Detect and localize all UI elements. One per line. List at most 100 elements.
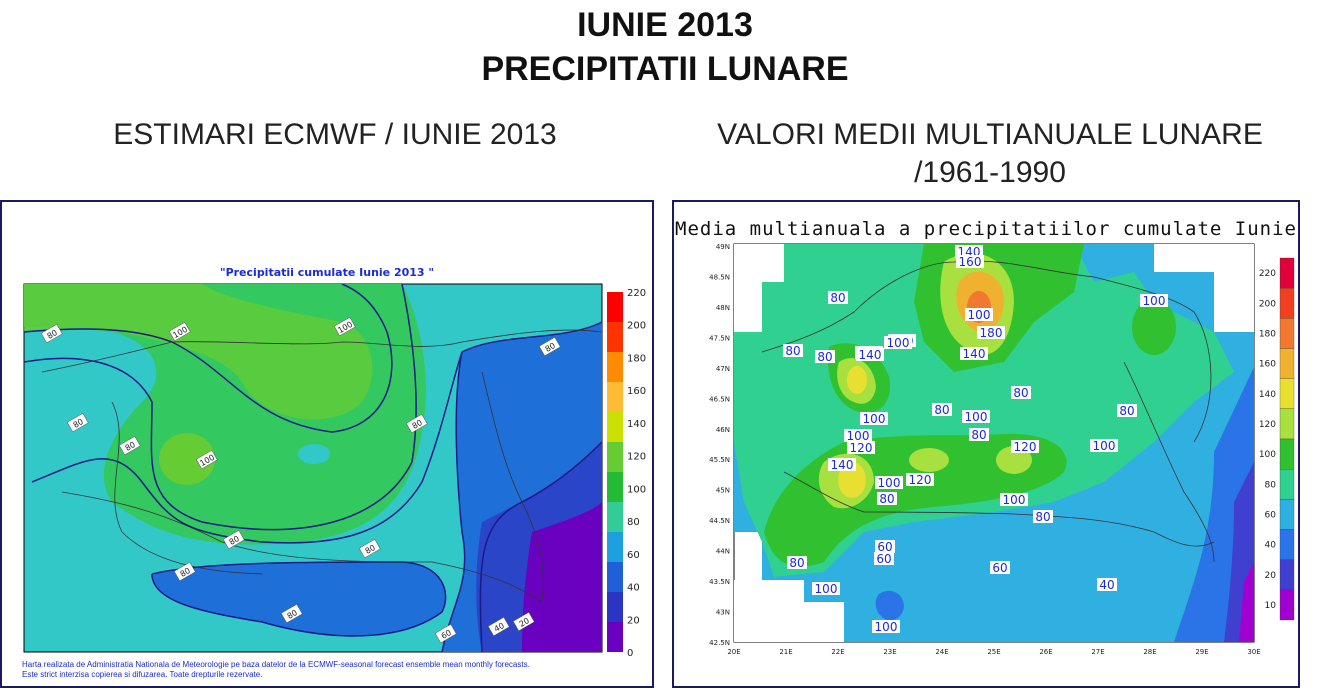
right-contour-label: 120	[1011, 440, 1039, 454]
left-legend-label: 200	[627, 321, 646, 332]
svg-text:40: 40	[493, 621, 506, 634]
left-legend-swatch	[607, 412, 623, 442]
right-peak-w	[847, 366, 867, 394]
left-lightgreen-area	[24, 284, 373, 420]
right-contour-label: 80	[783, 344, 803, 358]
svg-text:60: 60	[877, 540, 892, 554]
left-blue-band	[152, 562, 446, 636]
right-legend-label: 120	[1259, 420, 1276, 430]
main-title-line1: IUNIE 2013	[577, 6, 753, 44]
left-contour-label: 80	[222, 529, 245, 550]
svg-text:100: 100	[847, 429, 870, 443]
left-legend-label: 60	[627, 550, 640, 561]
left-legend-swatch	[607, 592, 623, 622]
left-legend-swatch	[607, 562, 623, 592]
right-legend-swatch	[1279, 348, 1295, 379]
right-lat-label: 42.5N	[709, 639, 730, 647]
left-purple-area	[522, 502, 602, 652]
svg-text:100: 100	[968, 308, 991, 322]
left-footer-line2: Este strict interzisa copierea si difuza…	[22, 670, 263, 679]
right-contour-label: 100	[844, 429, 872, 443]
right-lat-label: 48.5N	[709, 273, 730, 281]
right-lon-label: 28E	[1143, 648, 1156, 656]
left-legend-swatch	[607, 322, 623, 352]
right-yg-c	[909, 448, 949, 472]
left-contour-label: 80	[66, 412, 89, 433]
svg-text:40: 40	[1099, 578, 1114, 592]
left-legend-swatch	[607, 382, 623, 412]
svg-text:160: 160	[959, 255, 982, 269]
right-contour-label: 60	[874, 552, 894, 566]
left-contour-label: 80	[118, 435, 141, 456]
right-map-panel: Media multianuala a precipitatiilor cumu…	[672, 200, 1300, 688]
right-contour-label: 140	[960, 347, 988, 361]
left-legend-label: 0	[627, 648, 633, 659]
svg-text:80: 80	[830, 291, 845, 305]
right-legend-label: 180	[1259, 329, 1276, 339]
right-contour-label: 100	[1000, 493, 1028, 507]
right-contour-label: 80	[969, 428, 989, 442]
left-legend-label: 180	[627, 353, 646, 364]
left-subtitle: ESTIMARI ECMWF / IUNIE 2013	[113, 118, 557, 151]
right-lon-label: 27E	[1091, 648, 1104, 656]
right-lon-label: 21E	[779, 648, 792, 656]
left-contour-label: 20	[512, 611, 535, 632]
left-green-blob	[159, 433, 215, 485]
svg-text:80: 80	[364, 543, 377, 556]
svg-text:80: 80	[785, 344, 800, 358]
svg-text:20: 20	[518, 616, 531, 629]
left-legend-label: 80	[627, 517, 640, 528]
svg-text:60: 60	[876, 552, 891, 566]
right-lat-label: 44N	[716, 548, 730, 556]
left-legend-swatch	[607, 352, 623, 382]
left-legend-label: 220	[627, 288, 646, 299]
svg-text:100: 100	[863, 412, 886, 426]
svg-text:100: 100	[887, 336, 910, 350]
right-lat-label: 45N	[716, 487, 730, 495]
right-legend-swatch	[1279, 499, 1295, 530]
right-contour-label: 80	[1011, 386, 1031, 400]
right-legend-label: 40	[1265, 541, 1277, 551]
right-lat-label: 47.5N	[709, 334, 730, 342]
right-contour-label: 100	[872, 620, 900, 634]
left-legend-label: 40	[627, 583, 640, 594]
svg-text:80: 80	[544, 341, 557, 354]
right-contour-label: 120	[847, 441, 875, 455]
svg-text:120: 120	[850, 441, 873, 455]
svg-text:100: 100	[875, 620, 898, 634]
svg-text:100: 100	[1093, 439, 1116, 453]
right-contour-label: 40	[1097, 578, 1117, 592]
left-legend-swatch	[607, 442, 623, 472]
right-contour-label: 100	[875, 476, 903, 490]
svg-text:60: 60	[992, 561, 1007, 575]
right-purple-east	[1239, 562, 1254, 642]
left-legend-swatch	[607, 472, 623, 502]
svg-text:60: 60	[440, 628, 453, 641]
right-blue-south	[875, 590, 904, 621]
right-legend-swatch	[1279, 438, 1295, 470]
left-contour-label: 80	[40, 323, 63, 344]
right-map-title: Media multianuala a precipitatiilor cumu…	[675, 218, 1297, 240]
svg-text:80: 80	[934, 403, 949, 417]
svg-text:100: 100	[965, 410, 988, 424]
right-legend-swatch	[1279, 257, 1295, 289]
right-legend-label: 220	[1259, 269, 1276, 279]
right-contour-label: 80	[877, 492, 897, 506]
left-cyan-blob	[298, 444, 330, 464]
right-contour-label: 100	[860, 412, 888, 426]
right-contour-label: 80	[1033, 510, 1053, 524]
main-title-line2: PRECIPITATII LUNARE	[481, 50, 849, 88]
svg-text:100: 100	[878, 476, 901, 490]
right-legend-label: 200	[1259, 299, 1276, 309]
right-contour-label: 100	[965, 308, 993, 322]
left-legend-swatch	[607, 502, 623, 532]
svg-text:100: 100	[1003, 493, 1026, 507]
right-lat-label: 43N	[716, 609, 730, 617]
left-contour-label: 40	[487, 616, 510, 637]
right-lon-label: 20E	[727, 648, 740, 656]
left-legend-label: 120	[627, 452, 646, 463]
right-contour-label: 80	[1117, 404, 1137, 418]
svg-text:140: 140	[831, 458, 854, 472]
right-legend-label: 20	[1265, 571, 1277, 581]
